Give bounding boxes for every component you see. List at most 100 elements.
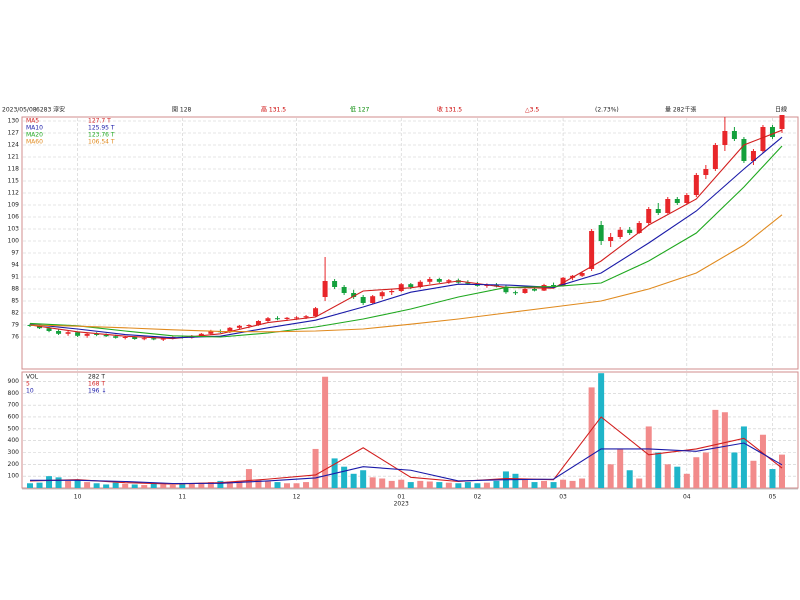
- candle-body: [37, 325, 43, 329]
- header-field: 開 128: [172, 107, 192, 114]
- legend-value: 196 ↓: [88, 388, 106, 395]
- volume-bar: [217, 480, 224, 488]
- legend-value: 123.76 T: [88, 132, 115, 139]
- ma-line: [29, 136, 783, 339]
- year-label: 2023: [394, 501, 409, 508]
- volume-tick-label: 800: [8, 390, 20, 397]
- candle-body: [427, 279, 433, 282]
- header-field: 高 131.5: [261, 106, 286, 114]
- y-tick-label: 88: [11, 286, 19, 293]
- x-tick-label: 03: [559, 494, 567, 501]
- volume-bar: [769, 469, 776, 488]
- legend-name: MA20: [26, 132, 43, 139]
- legend-name: 5: [26, 381, 30, 388]
- candle-body: [684, 195, 690, 203]
- volume-bar: [664, 464, 671, 488]
- candle-body: [589, 231, 595, 269]
- volume-bar: [36, 482, 43, 488]
- volume-ma-line: [30, 442, 783, 485]
- candle-body: [303, 316, 309, 318]
- candle-body: [769, 127, 775, 137]
- legend-name: MA60: [26, 139, 43, 146]
- volume-bar: [245, 469, 252, 488]
- volume-tick-label: 500: [8, 425, 20, 432]
- candle-body: [750, 151, 756, 161]
- volume-bar: [103, 484, 110, 488]
- volume-bar: [360, 470, 367, 488]
- volume-bar: [541, 480, 548, 488]
- volume-ma-line: [29, 416, 783, 485]
- ma-line: [29, 145, 783, 338]
- ma-line: [29, 214, 783, 333]
- candle-body: [389, 291, 395, 293]
- candle-body: [227, 327, 233, 333]
- header-field: 收 131.5: [437, 106, 462, 114]
- volume-bar: [169, 485, 176, 488]
- candle-body: [608, 237, 614, 241]
- volume-bar: [560, 479, 567, 488]
- volume-bar: [683, 473, 690, 488]
- candle-body: [465, 282, 471, 284]
- legend-name: VOL: [26, 374, 39, 381]
- candle-body: [779, 115, 785, 129]
- candle-body: [208, 331, 214, 334]
- x-tick-label: 05: [769, 494, 777, 501]
- volume-bar: [369, 477, 376, 488]
- volume-bar: [455, 483, 462, 488]
- volume-bar: [150, 483, 157, 488]
- candle-body: [103, 335, 109, 337]
- candle-body: [741, 139, 747, 161]
- volume-bar: [588, 387, 595, 488]
- candle-body: [693, 175, 699, 195]
- volume-bar: [350, 473, 357, 488]
- y-tick-label: 76: [11, 334, 19, 341]
- y-tick-label: 115: [8, 178, 20, 185]
- volume-bar: [379, 478, 386, 488]
- y-tick-label: 97: [11, 250, 19, 257]
- legend-value: 125.95 T: [88, 125, 115, 132]
- volume-bar: [426, 481, 433, 488]
- volume-bar: [617, 448, 624, 488]
- candle-body: [446, 280, 452, 282]
- ma-line: [29, 129, 783, 340]
- candle-body: [370, 296, 376, 303]
- y-tick-label: 130: [8, 118, 20, 125]
- header-field: △3.5: [525, 107, 539, 114]
- volume-bar: [521, 479, 528, 488]
- volume-bar: [740, 426, 747, 488]
- volume-bar: [293, 483, 300, 488]
- candle-body: [722, 131, 728, 145]
- candle-body: [332, 281, 338, 287]
- y-tick-label: 85: [11, 298, 19, 305]
- candle-body: [551, 285, 557, 286]
- candle-body: [617, 229, 623, 237]
- candle-body: [141, 338, 147, 340]
- candle-body: [484, 285, 490, 286]
- header-field: (2.73%): [595, 107, 619, 114]
- x-tick-label: 04: [683, 494, 691, 501]
- y-tick-label: 124: [8, 142, 20, 149]
- volume-bar: [303, 482, 310, 488]
- volume-bar: [779, 454, 785, 488]
- volume-bar: [284, 483, 291, 488]
- volume-bar: [731, 452, 738, 488]
- y-tick-label: 79: [11, 322, 19, 329]
- x-tick-label: 10: [74, 494, 82, 501]
- candle-body: [436, 279, 442, 282]
- volume-bar: [645, 426, 652, 488]
- candle-body: [655, 209, 661, 213]
- volume-bar: [598, 373, 605, 488]
- volume-bar: [112, 482, 119, 488]
- y-tick-label: 121: [8, 154, 20, 161]
- legend-value: 127.7 T: [88, 118, 111, 125]
- candle-body: [417, 281, 423, 287]
- candle-body: [408, 284, 414, 287]
- volume-bar: [474, 483, 481, 488]
- volume-bar: [407, 482, 414, 488]
- header-field: 日線: [775, 106, 787, 114]
- price-panel: [21, 116, 799, 370]
- candle-body: [246, 325, 252, 326]
- volume-bar: [122, 483, 129, 488]
- volume-bar: [750, 460, 757, 488]
